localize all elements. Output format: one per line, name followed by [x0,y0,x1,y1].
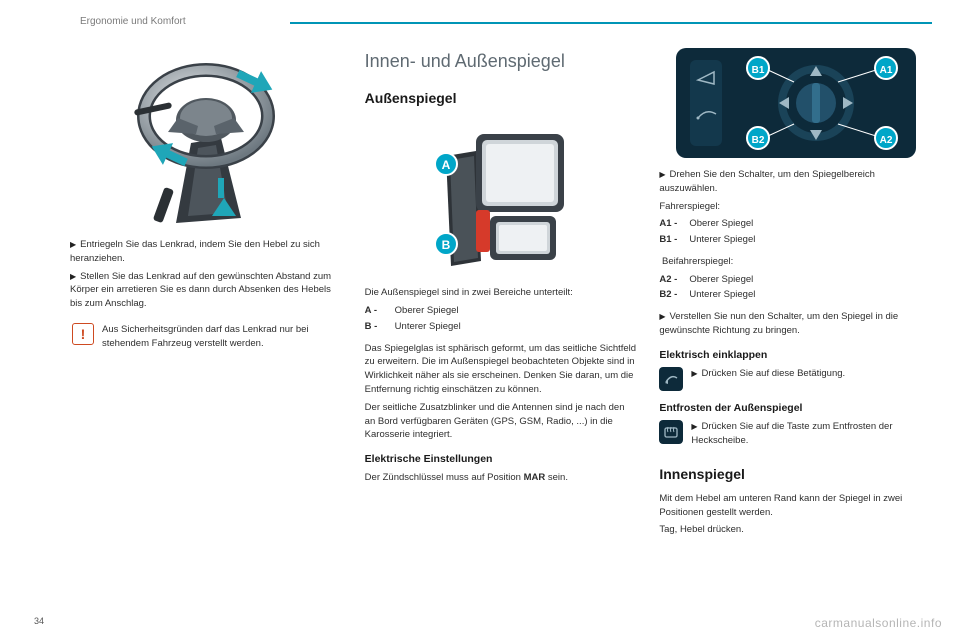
watermark: carmanualsonline.info [815,616,942,630]
svg-text:A1: A1 [879,65,892,76]
a1-key: A1 - [659,217,685,231]
mirror-figure: A B [365,116,638,276]
rotate-text-inner: Drehen Sie den Schalter, um den Spiegelb… [659,169,875,194]
bullet-icon: ▶ [691,422,697,431]
warning-text: Aus Sicherheitsgründen darf das Lenkrad … [102,323,341,351]
dial-figure: B1 A1 B2 A2 [659,48,932,158]
mirror-dial-icon: B1 A1 B2 A2 [676,48,916,158]
main-heading: Innen- und Außenspiegel [365,48,638,74]
sub-heading-aussenspiegel: Außenspiegel [365,88,638,108]
defrost-row: ▶Drücken Sie auf die Taste zum Entfroste… [659,420,932,452]
svg-text:B1: B1 [751,65,764,76]
a2-key: A2 - [659,273,685,287]
def-b2: B2 - Unterer Spiegel [659,288,932,302]
column-3: B1 A1 B2 A2 ▶Drehen Sie den Schalter, um… [659,48,932,608]
b1-val: Unterer Spiegel [689,233,755,247]
defrost-button-icon [659,420,683,444]
page: Ergonomie und Komfort [0,0,960,640]
adjust-text-inner: Verstellen Sie nun den Schalter, um den … [659,311,898,336]
fold-row: ▶ Drücken Sie auf diese Betätigung. [659,367,932,391]
mirror-body-1: Das Spiegelglas ist sphärisch geformt, u… [365,342,638,397]
heading-elektrische: Elektrische Einstellungen [365,452,638,467]
mirror-intro: Die Außenspiegel sind in zwei Bereiche u… [365,286,638,300]
mirror-body-2: Der seitliche Zusatzblinker und die Ante… [365,401,638,442]
b1-key: B1 - [659,233,685,247]
defrost-text: ▶Drücken Sie auf die Taste zum Entfroste… [691,420,932,448]
column-2: Innen- und Außenspiegel Außenspiegel [365,48,638,608]
col1-text-1: Entriegeln Sie das Lenkrad, indem Sie de… [70,239,320,264]
col1-para-1: ▶Entriegeln Sie das Lenkrad, indem Sie d… [70,238,343,266]
inner-mirror-text-1: Mit dem Hebel am unteren Rand kann der S… [659,492,932,520]
svg-text:A: A [442,158,451,172]
passenger-label: Beifahrerspiegel: [659,255,932,269]
b2-key: B2 - [659,288,685,302]
def-a2: A2 - Oberer Spiegel [659,273,932,287]
col1-text-2: Stellen Sie das Lenkrad auf den gewünsch… [70,271,331,310]
def-a-val: Oberer Spiegel [395,304,459,318]
a1-val: Oberer Spiegel [689,217,753,231]
header-rule [290,22,932,24]
column-1: ▶Entriegeln Sie das Lenkrad, indem Sie d… [70,48,343,608]
bullet-icon: ▶ [70,272,76,281]
page-header: Ergonomie und Komfort [80,16,932,36]
col1-para-2: ▶Stellen Sie das Lenkrad auf den gewünsc… [70,270,343,311]
passenger-label-text: Beifahrerspiegel: [662,256,733,267]
def-b-val: Unterer Spiegel [395,320,461,334]
page-number: 34 [34,616,44,626]
bullet-icon: ▶ [659,312,665,321]
bullet-icon: ▶ [70,240,76,249]
heading-innenspiegel: Innenspiegel [659,464,932,484]
elec-bold: MAR [524,472,546,483]
def-a1: A1 - Oberer Spiegel [659,217,932,231]
adjust-text: ▶Verstellen Sie nun den Schalter, um den… [659,310,932,338]
heading-fold: Elektrisch einklappen [659,348,932,363]
steering-wheel-figure [70,48,343,228]
a2-val: Oberer Spiegel [689,273,753,287]
svg-text:B2: B2 [751,135,764,146]
fold-text: ▶ Drücken Sie auf diese Betätigung. [691,367,845,381]
def-b-key: B - [365,320,391,334]
fold-button-icon [659,367,683,391]
def-a-key: A - [365,304,391,318]
electric-settings-text: Der Zündschlüssel muss auf Position MAR … [365,471,638,485]
def-a: A - Oberer Spiegel [365,304,638,318]
fold-text-inner: Drücken Sie auf diese Betätigung. [702,368,846,379]
svg-text:A2: A2 [879,135,892,146]
rotate-text: ▶Drehen Sie den Schalter, um den Spiegel… [659,168,932,196]
def-b: B - Unterer Spiegel [365,320,638,334]
content-columns: ▶Entriegeln Sie das Lenkrad, indem Sie d… [70,48,932,608]
warning-box: ! Aus Sicherheitsgründen darf das Lenkra… [70,319,343,355]
defrost-text-inner: Drücken Sie auf die Taste zum Entfrosten… [691,421,892,446]
bullet-icon: ▶ [659,170,665,179]
def-b1: B1 - Unterer Spiegel [659,233,932,247]
b2-val: Unterer Spiegel [689,288,755,302]
exterior-mirror-icon: A B [416,116,586,276]
bullet-icon: ▶ [691,369,697,378]
svg-text:B: B [442,238,451,252]
elec-pre: Der Zündschlüssel muss auf Position [365,472,524,483]
heading-defrost: Entfrosten der Außenspiegel [659,401,932,416]
warning-icon: ! [72,323,94,345]
elec-post: sein. [545,472,568,483]
driver-label: Fahrerspiegel: [659,200,932,214]
inner-mirror-text-2: Tag, Hebel drücken. [659,523,932,537]
steering-wheel-icon [106,48,306,228]
